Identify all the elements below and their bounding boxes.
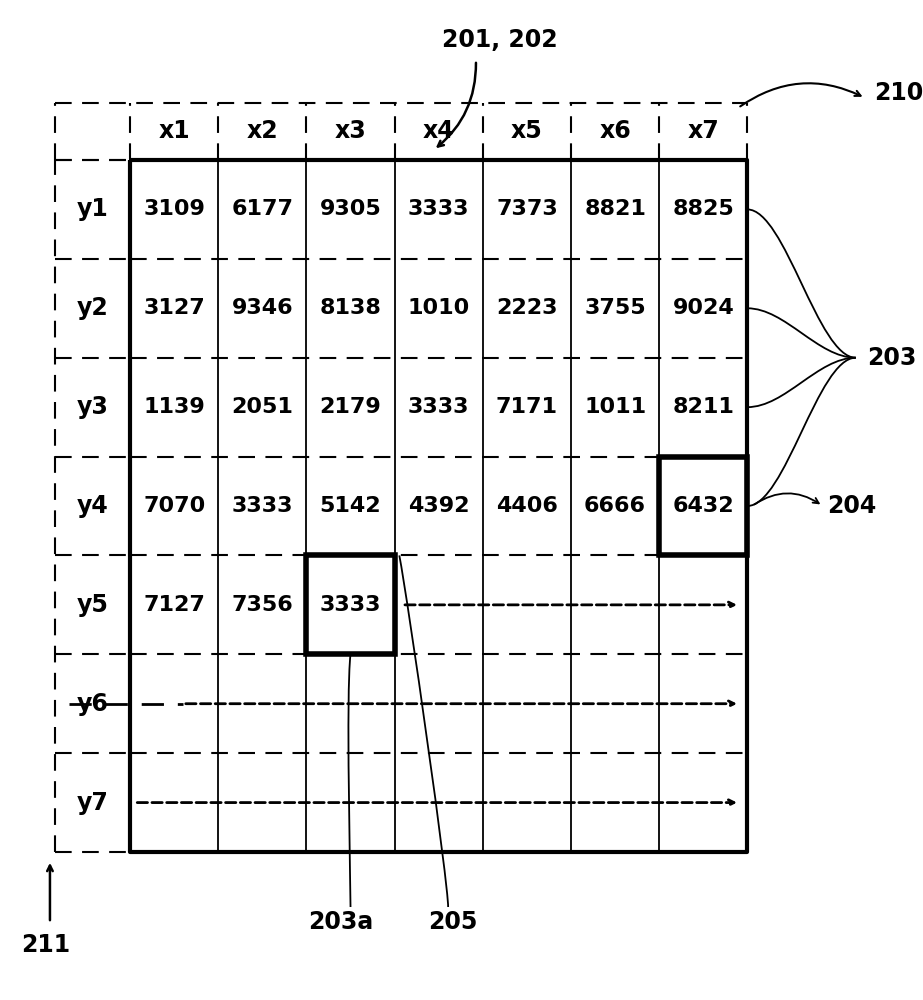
Text: 2223: 2223 bbox=[497, 298, 557, 318]
Text: x4: x4 bbox=[423, 119, 454, 143]
Text: 6177: 6177 bbox=[232, 199, 294, 219]
Text: 205: 205 bbox=[428, 910, 477, 934]
Text: 1010: 1010 bbox=[408, 298, 470, 318]
Bar bbox=[306, 555, 395, 654]
Text: 3333: 3333 bbox=[408, 397, 470, 417]
Text: y3: y3 bbox=[77, 395, 108, 419]
Text: y2: y2 bbox=[77, 296, 108, 320]
Bar bbox=[659, 457, 748, 555]
Text: 201, 202: 201, 202 bbox=[442, 28, 557, 52]
Text: y4: y4 bbox=[77, 494, 108, 518]
Text: 3755: 3755 bbox=[584, 298, 646, 318]
Text: 9346: 9346 bbox=[232, 298, 294, 318]
Text: 2179: 2179 bbox=[319, 397, 381, 417]
Text: 9305: 9305 bbox=[319, 199, 381, 219]
Text: 4406: 4406 bbox=[496, 496, 557, 516]
Text: 203a: 203a bbox=[308, 910, 374, 934]
Text: 1011: 1011 bbox=[584, 397, 646, 417]
Text: 4392: 4392 bbox=[408, 496, 470, 516]
Text: x3: x3 bbox=[335, 119, 366, 143]
Text: 8825: 8825 bbox=[672, 199, 734, 219]
Text: y1: y1 bbox=[77, 197, 108, 221]
Text: 6432: 6432 bbox=[673, 496, 734, 516]
Text: 204: 204 bbox=[827, 494, 877, 518]
Text: 2051: 2051 bbox=[232, 397, 294, 417]
Text: 210: 210 bbox=[875, 81, 923, 105]
Text: 8211: 8211 bbox=[672, 397, 734, 417]
Text: 3333: 3333 bbox=[408, 199, 470, 219]
Text: x5: x5 bbox=[511, 119, 543, 143]
Text: 3333: 3333 bbox=[319, 595, 381, 615]
Text: 1139: 1139 bbox=[143, 397, 205, 417]
Text: 3109: 3109 bbox=[143, 199, 205, 219]
Text: 3333: 3333 bbox=[232, 496, 294, 516]
Text: y5: y5 bbox=[77, 593, 108, 617]
Text: x1: x1 bbox=[159, 119, 190, 143]
Text: 211: 211 bbox=[20, 933, 70, 957]
Text: 8138: 8138 bbox=[319, 298, 381, 318]
Text: 8821: 8821 bbox=[584, 199, 646, 219]
Text: x7: x7 bbox=[688, 119, 719, 143]
Text: y7: y7 bbox=[77, 791, 108, 815]
Text: 6666: 6666 bbox=[584, 496, 646, 516]
Text: x6: x6 bbox=[599, 119, 631, 143]
Text: 9024: 9024 bbox=[672, 298, 734, 318]
Text: 7070: 7070 bbox=[143, 496, 205, 516]
Text: 7171: 7171 bbox=[496, 397, 557, 417]
Text: 5142: 5142 bbox=[319, 496, 381, 516]
Text: 203: 203 bbox=[867, 346, 917, 370]
Text: 7373: 7373 bbox=[496, 199, 557, 219]
Text: 7356: 7356 bbox=[232, 595, 294, 615]
Text: x2: x2 bbox=[246, 119, 278, 143]
Text: 7127: 7127 bbox=[143, 595, 205, 615]
Text: 3127: 3127 bbox=[143, 298, 205, 318]
Text: y6: y6 bbox=[77, 692, 108, 716]
